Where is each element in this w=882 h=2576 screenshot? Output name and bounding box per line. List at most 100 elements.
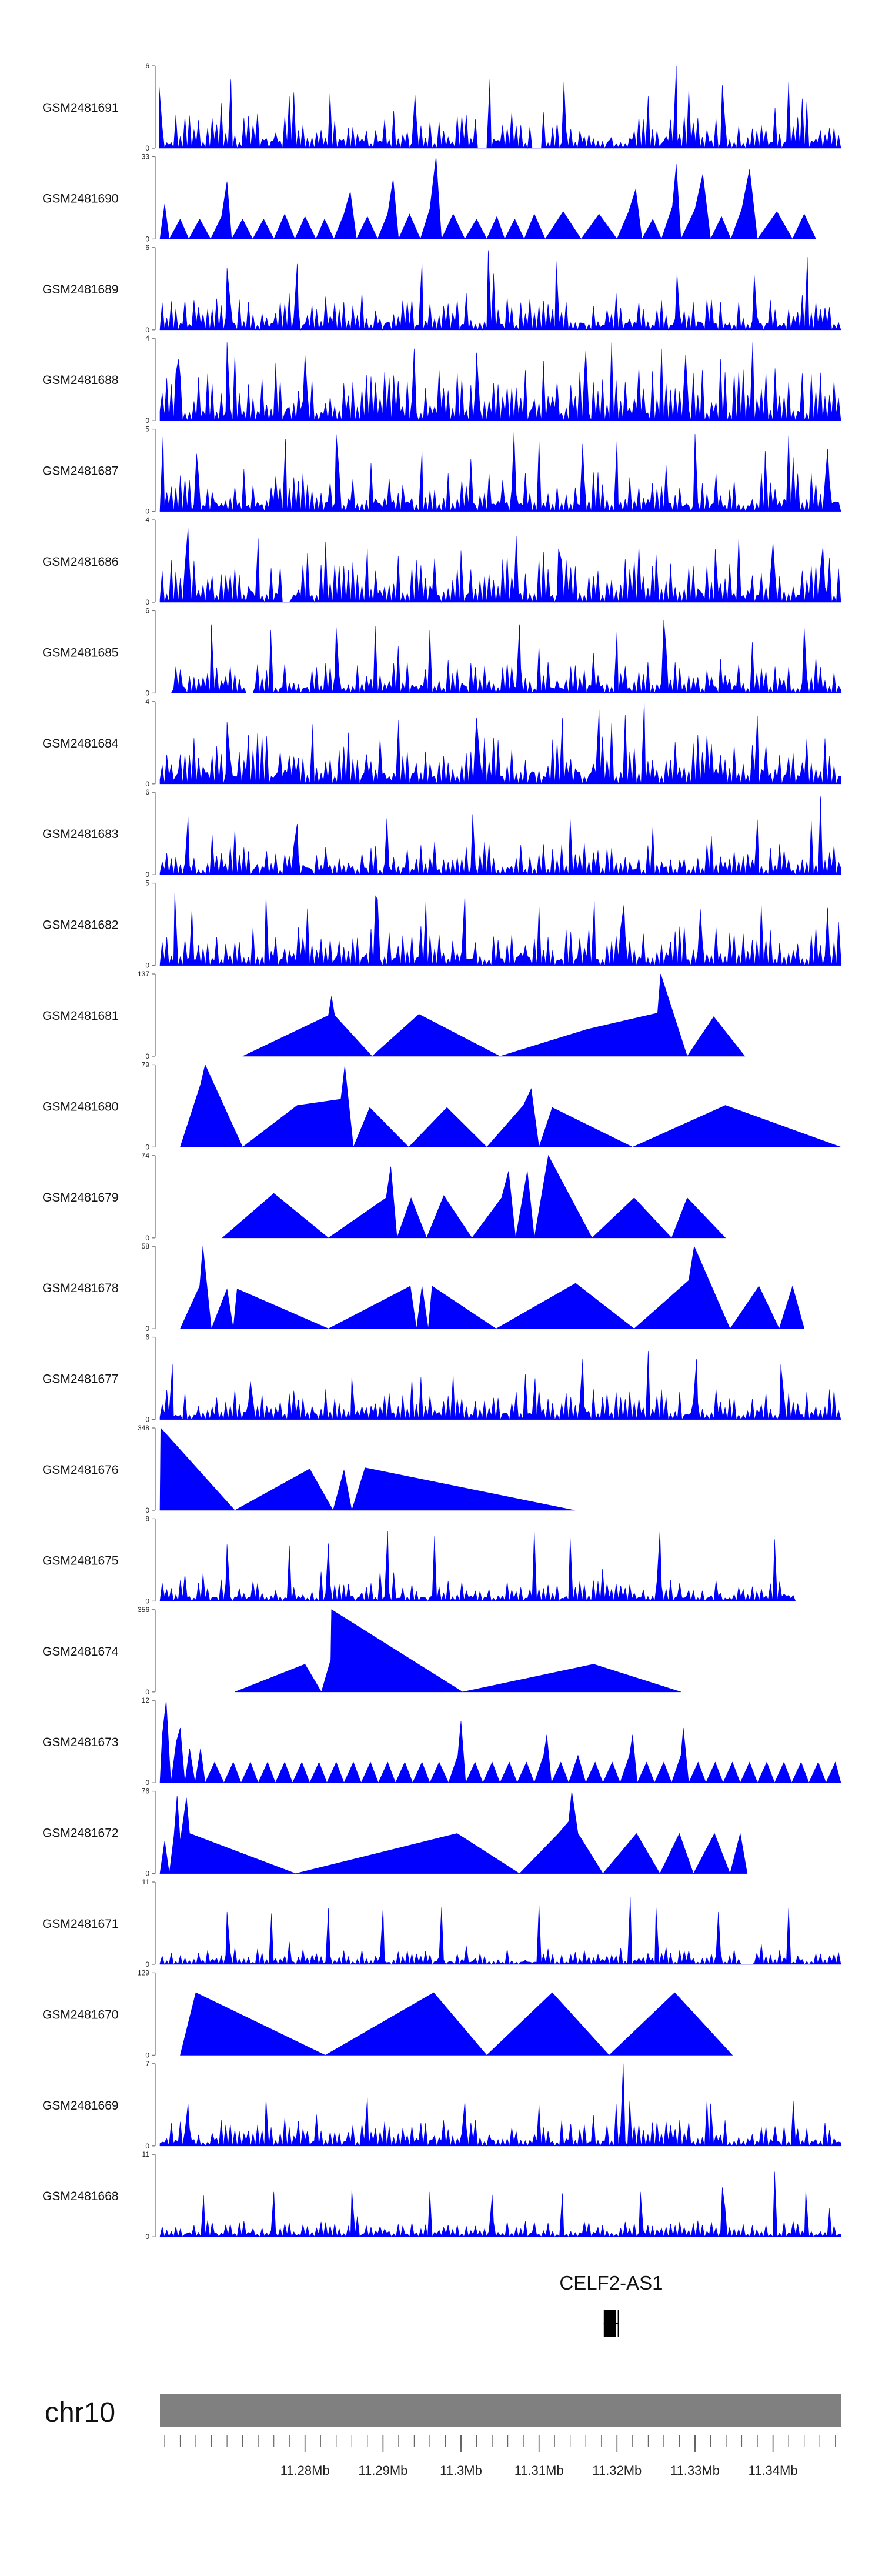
signal-area [242, 973, 746, 1057]
track-GSM2481680: GSM2481680 79 0 [42, 1060, 841, 1151]
y-max-label: 4 [145, 334, 149, 342]
y-max-label: 79 [142, 1060, 150, 1069]
signal-area [159, 1350, 841, 1420]
track-label: GSM2481688 [42, 373, 119, 387]
x-tick-label: 11.31Mb [514, 2463, 564, 2478]
y-max-label: 11 [142, 1878, 150, 1886]
track-label: GSM2481691 [42, 101, 119, 115]
x-tick-label: 11.32Mb [592, 2463, 642, 2478]
gene-model [603, 2310, 619, 2337]
y-min-label: 0 [145, 1052, 149, 1060]
y-max-label: 58 [142, 1242, 150, 1250]
track-label: GSM2481670 [42, 2008, 119, 2021]
signal-area [159, 250, 841, 331]
y-max-label: 7 [145, 2060, 149, 2068]
y-min-label: 0 [145, 2142, 149, 2150]
y-min-label: 0 [145, 598, 149, 606]
signal-area [222, 1154, 726, 1239]
signal-area [159, 2171, 841, 2238]
y-min-label: 0 [145, 416, 149, 425]
signal-area [159, 1897, 841, 1966]
y-min-label: 0 [145, 2051, 149, 2059]
y-min-label: 0 [145, 235, 149, 243]
track-GSM2481668: GSM2481668 11 0 [42, 2150, 841, 2241]
track-GSM2481687: GSM2481687 5 0 [42, 425, 841, 516]
y-max-label: 74 [142, 1152, 150, 1160]
track-label: GSM2481689 [42, 283, 119, 296]
y-max-label: 6 [145, 62, 149, 70]
y-max-label: 76 [142, 1787, 150, 1796]
track-GSM2481683: GSM2481683 6 0 [42, 788, 841, 879]
y-min-label: 0 [145, 144, 149, 152]
y-max-label: 5 [145, 425, 149, 433]
y-max-label: 4 [145, 698, 149, 706]
y-min-label: 0 [145, 1960, 149, 1968]
gene-exon [617, 2310, 619, 2337]
track-label: GSM2481677 [42, 1373, 119, 1386]
signal-area [159, 1531, 841, 1602]
track-GSM2481672: GSM2481672 76 0 [42, 1787, 748, 1878]
x-tick-label: 11.3Mb [440, 2463, 482, 2478]
gene-annotation-track: CELF2-AS1 [559, 2272, 663, 2337]
track-GSM2481689: GSM2481689 6 0 [42, 243, 841, 334]
y-min-label: 0 [145, 1778, 149, 1787]
y-max-label: 129 [138, 1968, 149, 1977]
track-label: GSM2481681 [42, 1009, 119, 1023]
track-label: GSM2481668 [42, 2190, 119, 2203]
y-min-label: 0 [145, 689, 149, 697]
chromosome-ideogram [160, 2394, 841, 2427]
track-GSM2481671: GSM2481671 11 0 [42, 1878, 841, 1968]
track-label: GSM2481678 [42, 1282, 119, 1295]
y-max-label: 137 [138, 970, 149, 978]
track-GSM2481673: GSM2481673 12 0 [42, 1696, 841, 1787]
track-GSM2481674: GSM2481674 356 0 [42, 1606, 681, 1696]
track-GSM2481677: GSM2481677 6 0 [42, 1333, 841, 1424]
signal-area [159, 342, 841, 422]
y-min-label: 0 [145, 962, 149, 970]
track-GSM2481686: GSM2481686 4 0 [42, 516, 841, 606]
track-label: GSM2481674 [42, 1645, 119, 1659]
genome-axis-track: chr10 11.28Mb 11.29Mb 11.3Mb 11.31Mb 11.32Mb… [45, 2394, 841, 2478]
track-label: GSM2481690 [42, 192, 119, 205]
track-GSM2481670: GSM2481670 129 0 [42, 1968, 733, 2059]
y-min-label: 0 [145, 1143, 149, 1151]
track-GSM2481679: GSM2481679 74 0 [42, 1152, 726, 1242]
signal-area [159, 701, 841, 785]
track-GSM2481691: GSM2481691 6 0 [42, 62, 841, 152]
coverage-tracks: GSM248169160GSM2481690330GSM248168960GSM… [42, 62, 841, 2241]
signal-area [159, 1427, 575, 1511]
y-min-label: 0 [145, 1506, 149, 1514]
y-max-label: 6 [145, 1333, 149, 1342]
signal-area [159, 528, 841, 603]
signal-area [159, 1791, 748, 1874]
track-GSM2481681: GSM2481681 137 0 [42, 970, 746, 1060]
signal-area [159, 893, 841, 966]
x-tick-label: 11.29Mb [358, 2463, 407, 2478]
track-label: GSM2481673 [42, 1736, 119, 1749]
y-min-label: 0 [145, 1870, 149, 1878]
track-GSM2481685: GSM2481685 6 0 [42, 606, 841, 697]
y-min-label: 0 [145, 1324, 149, 1333]
signal-area [180, 1064, 841, 1147]
y-max-label: 6 [145, 243, 149, 252]
track-label: GSM2481671 [42, 1917, 119, 1931]
y-max-label: 11 [142, 2150, 150, 2158]
x-tick-label: 11.28Mb [280, 2463, 330, 2478]
signal-area [159, 1700, 841, 1784]
track-label: GSM2481686 [42, 555, 119, 569]
signal-area [159, 2063, 841, 2147]
signal-area [159, 156, 817, 240]
track-GSM2481675: GSM2481675 8 0 [42, 1514, 841, 1605]
y-min-label: 0 [145, 780, 149, 788]
y-max-label: 6 [145, 606, 149, 615]
signal-area [235, 1609, 681, 1693]
y-max-label: 356 [138, 1606, 149, 1614]
y-min-label: 0 [145, 1234, 149, 1242]
y-min-label: 0 [145, 1416, 149, 1424]
signal-area [160, 620, 841, 694]
track-label: GSM2481687 [42, 465, 119, 478]
y-min-label: 0 [145, 326, 149, 334]
track-label: GSM2481684 [42, 737, 119, 750]
track-label: GSM2481680 [42, 1100, 119, 1113]
